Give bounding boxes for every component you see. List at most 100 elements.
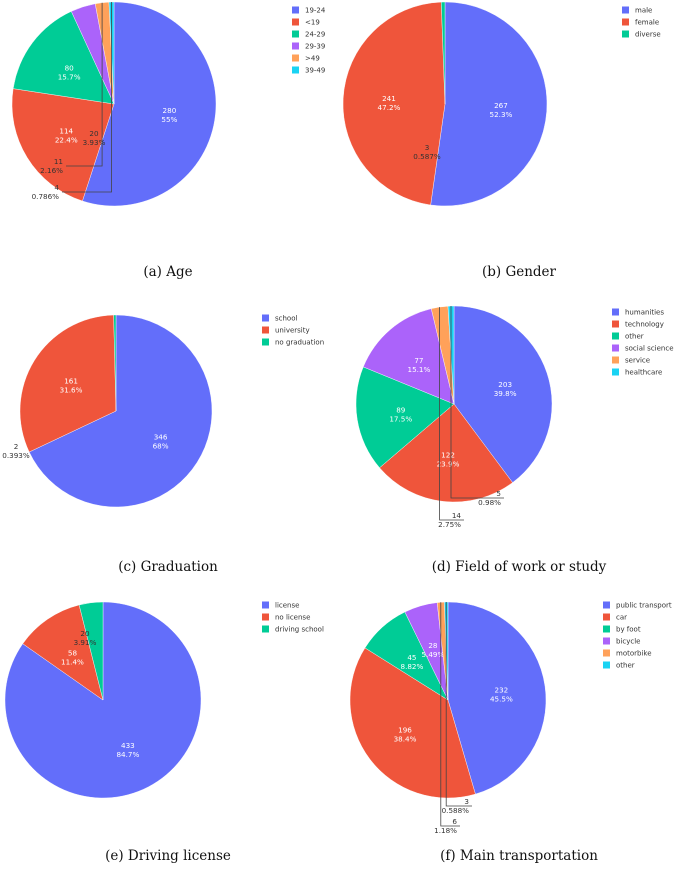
slice-value-label: 267 <box>494 101 508 110</box>
legend-swatch <box>262 601 269 609</box>
legend-swatch <box>622 30 629 38</box>
slice-percent-label: 17.5% <box>389 415 412 424</box>
legend-label: other <box>616 662 635 670</box>
legend-label: diverse <box>635 31 661 39</box>
slice-value-label: 77 <box>414 356 423 365</box>
pie-slice-other <box>355 366 455 469</box>
legend-5: license no license driving school <box>262 601 324 634</box>
legend-label: school <box>275 315 297 323</box>
slice-value-label: 45 <box>407 653 416 662</box>
slice-percent-label: 8.82% <box>401 662 424 671</box>
legend-label: social science <box>625 345 674 353</box>
slice-value-label: 20 <box>80 629 90 638</box>
slice-percent-label: 1.18% <box>434 826 457 835</box>
slice-percent-label: 31.6% <box>60 385 83 394</box>
legend-swatch <box>622 18 629 26</box>
legend-label: university <box>275 327 310 335</box>
slice-value-label: 280 <box>163 106 177 115</box>
slice-value-label: 80 <box>65 63 75 72</box>
slice-value-label: 122 <box>441 451 455 460</box>
legend-swatch <box>603 613 610 621</box>
slice-percent-label: 39.8% <box>494 389 517 398</box>
legend-label: 29-39 <box>305 43 325 51</box>
slice-percent-label: 22.4% <box>55 135 78 144</box>
legend-swatch <box>622 6 629 14</box>
slice-percent-label: 0.786% <box>32 192 60 201</box>
slice-percent-label: 5.49% <box>422 650 445 659</box>
slice-value-label: 6 <box>452 817 457 826</box>
legend-1: 19-24 <19 24-29 29-39 >49 39-49 <box>292 6 326 75</box>
slice-value-label: 196 <box>398 725 412 734</box>
slice-percent-label: 55% <box>161 115 177 124</box>
slice-value-label: 203 <box>498 380 512 389</box>
legend-6: public transport car by foot bicycle motorbi… <box>603 601 672 670</box>
legend-label: female <box>635 19 659 27</box>
leader-line <box>66 2 103 167</box>
legend-label: humanities <box>625 309 664 317</box>
legend-label: by foot <box>616 626 641 634</box>
slice-value-label: 114 <box>59 126 73 135</box>
legend-2: male female diverse <box>622 6 661 39</box>
legend-label: car <box>616 614 627 622</box>
pie-slice-diverse <box>441 1 446 105</box>
leader-line <box>445 602 472 807</box>
slice-value-label: 161 <box>64 376 78 385</box>
legend-label: driving school <box>275 626 324 634</box>
legend-swatch <box>603 637 610 645</box>
slice-value-label: 232 <box>495 685 509 694</box>
slice-percent-label: 47.2% <box>378 103 401 112</box>
legend-label: no license <box>275 614 310 622</box>
pie-slice-male <box>430 1 548 207</box>
legend-label: other <box>625 333 644 341</box>
slice-value-label: 433 <box>121 741 135 750</box>
legend-4: humanities technology other social science s… <box>612 308 674 377</box>
slice-percent-label: 45.5% <box>490 694 513 703</box>
slice-percent-label: 2.75% <box>438 520 461 529</box>
legend-label: license <box>275 602 299 610</box>
legend-swatch <box>603 649 610 657</box>
slice-percent-label: 52.3% <box>490 110 513 119</box>
legend-3: school university no graduation <box>262 314 324 347</box>
legend-swatch <box>292 54 299 62</box>
legend-swatch <box>603 601 610 609</box>
legend-label: 24-29 <box>305 31 325 39</box>
pie-slice-public-transport <box>447 601 547 795</box>
legend-label: no graduation <box>275 339 324 347</box>
legend-swatch <box>292 30 299 38</box>
legend-label: >49 <box>305 55 320 63</box>
legend-swatch <box>603 661 610 669</box>
slice-percent-label: 3.93% <box>83 138 106 147</box>
leader-line <box>450 306 504 499</box>
chart-caption: (e) Driving license <box>105 848 231 864</box>
pie-slice-university <box>19 314 117 453</box>
legend-label: bicycle <box>616 638 640 646</box>
legend-swatch <box>262 625 269 633</box>
legend-swatch <box>612 308 619 316</box>
slice-percent-label: 0.98% <box>478 498 501 507</box>
pie-slice-19-24 <box>82 1 217 207</box>
slice-percent-label: 11.4% <box>61 658 84 667</box>
pie-slice--19 <box>11 88 115 202</box>
pie-slice-no-license <box>22 604 104 701</box>
legend-swatch <box>292 6 299 14</box>
legend-swatch <box>612 368 619 376</box>
legend-label: <19 <box>305 19 320 27</box>
slice-value-label: 3 <box>464 797 469 806</box>
slice-percent-label: 0.587% <box>413 152 441 161</box>
legend-swatch <box>262 326 269 334</box>
legend-swatch <box>612 356 619 364</box>
slice-percent-label: 23.9% <box>437 460 460 469</box>
legend-label: public transport <box>616 602 672 610</box>
slice-value-label: 346 <box>154 432 168 441</box>
legend-swatch <box>612 332 619 340</box>
slice-value-label: 20 <box>89 129 99 138</box>
chart-caption: (f) Main transportation <box>440 848 598 864</box>
slice-percent-label: 3.91% <box>74 638 97 647</box>
legend-label: 39-49 <box>305 67 325 75</box>
